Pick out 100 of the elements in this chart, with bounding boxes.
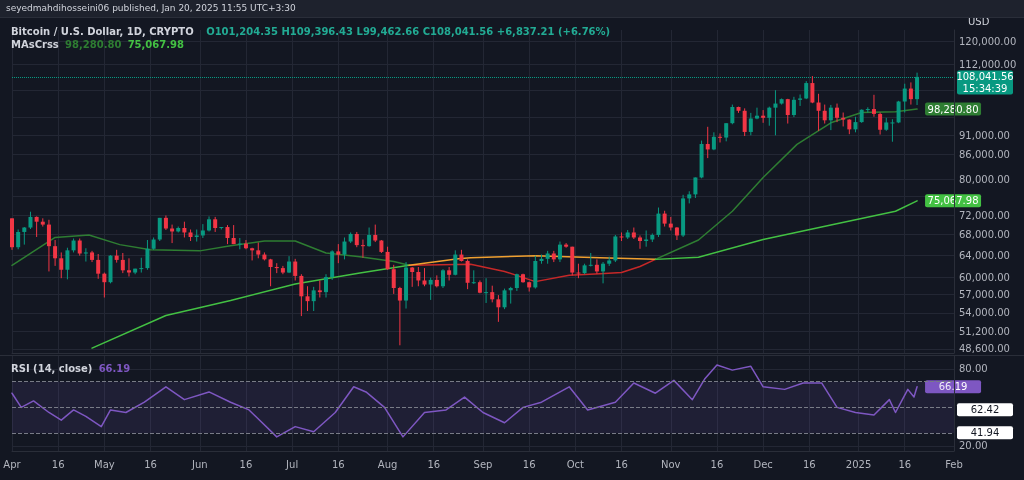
x-tick-label: 16 — [331, 458, 345, 470]
candlestick — [16, 228, 21, 250]
x-tick-label: May — [94, 458, 115, 470]
y-tick-label: 54,000.00 — [959, 307, 1010, 319]
candlestick — [293, 258, 298, 281]
x-tick-label: Nov — [661, 458, 681, 470]
x-tick-label: Jun — [190, 458, 208, 470]
candlestick — [360, 239, 365, 259]
line-series — [654, 200, 918, 261]
y-tick-label: 80,000.00 — [959, 173, 1010, 185]
line-series — [11, 364, 918, 438]
candlestick — [268, 258, 273, 287]
candlestick — [638, 234, 642, 250]
candlestick — [865, 106, 870, 114]
candlestick — [440, 268, 445, 289]
text: RSI (14, close) — [11, 363, 93, 374]
x-tick-label: 16 — [898, 458, 912, 470]
candlestick — [724, 122, 729, 142]
text: 98,280.80 — [65, 39, 122, 50]
text: 66.19 — [98, 363, 131, 374]
candlestick — [299, 273, 304, 317]
y-tick-label: 112,000.00 — [959, 59, 1017, 71]
x-tick-label: 16 — [51, 458, 65, 470]
x-tick-label: Sep — [473, 458, 493, 470]
candlestick — [397, 286, 402, 346]
x-tick-label: 16 — [427, 458, 441, 470]
candlestick — [804, 80, 809, 100]
x-tick-label: 16 — [802, 458, 816, 470]
y-tick-label: 60,000.00 — [959, 271, 1010, 283]
text: 75,067.98 — [127, 39, 184, 50]
candlestick — [761, 109, 766, 124]
candlestick — [767, 106, 772, 127]
x-tick-label: 16 — [522, 458, 536, 470]
candlestick — [120, 252, 125, 274]
candlestick — [705, 126, 710, 159]
x-tick-label: Oct — [566, 458, 585, 470]
candlestick — [416, 266, 421, 287]
candlestick — [53, 239, 58, 267]
x-tick-label: 16 — [144, 458, 157, 470]
y-tick-label: 91,000.00 — [959, 129, 1010, 141]
candlestick — [835, 103, 840, 123]
x-tick-label: Apr — [3, 458, 22, 470]
chart-subtitle: O101,204.35 H109,396.43 L99,462.66 C108,041.56 +6,837.21 (+6.76%) — [206, 26, 611, 37]
candlestick — [773, 89, 778, 136]
ref-line-label: 108,041.56 — [956, 71, 1014, 83]
candlestick — [890, 118, 895, 143]
candlestick — [96, 253, 101, 280]
candlestick — [557, 241, 562, 263]
candlestick — [250, 247, 255, 261]
candlestick — [871, 94, 876, 118]
candlestick — [748, 112, 753, 136]
x-tick-label: Dec — [753, 458, 773, 470]
y-tick-label: 68,000.00 — [959, 228, 1010, 240]
candlestick — [902, 83, 907, 114]
candlestick — [465, 258, 470, 290]
text: 62.42 — [970, 404, 1000, 416]
y-tick-label: 72,000.00 — [959, 209, 1010, 221]
candlestick — [785, 98, 790, 125]
candlestick — [83, 247, 88, 263]
candlestick — [798, 93, 803, 107]
candlestick — [822, 104, 827, 125]
candlestick — [588, 252, 593, 267]
candlestick — [139, 257, 144, 274]
candlestick — [791, 96, 796, 118]
x-tick-label: Feb — [945, 458, 963, 470]
candlestick — [742, 107, 747, 137]
x-tick-label: 16 — [239, 458, 253, 470]
candlestick — [367, 227, 372, 248]
candlestick — [324, 273, 328, 299]
text: 41.94 — [970, 427, 1000, 439]
legend-title: MAsCrss — [11, 39, 59, 50]
candlestick — [810, 75, 815, 104]
text: seyedmahdihosseini06 published, Jan 20, 2025 11:55 UTC+3:30 — [6, 3, 296, 13]
y-tick-label: 57,000.00 — [959, 289, 1010, 301]
candlestick — [502, 288, 507, 310]
candlestick — [447, 266, 452, 281]
candlestick — [336, 243, 341, 264]
candlestick — [730, 104, 735, 125]
candlestick — [422, 267, 427, 287]
chart-title: Bitcoin / U.S. Dollar, 1D, CRYPTO — [11, 26, 194, 37]
candlestick — [613, 234, 618, 263]
candlestick — [102, 272, 107, 299]
candlestick — [225, 224, 230, 245]
candlestick — [317, 279, 322, 299]
y-tick-label: 48,600.00 — [959, 343, 1010, 355]
candlestick — [311, 286, 316, 312]
x-tick-label: 16 — [710, 458, 724, 470]
candlestick — [46, 219, 51, 272]
line-series — [654, 108, 918, 261]
candlestick — [656, 207, 661, 238]
candlestick — [237, 237, 242, 250]
candlestick — [564, 242, 569, 249]
candlestick — [145, 239, 150, 271]
candlestick — [908, 81, 913, 106]
candlestick — [896, 100, 901, 124]
candlestick — [342, 236, 347, 260]
candlestick — [194, 228, 199, 243]
candlestick — [200, 223, 205, 239]
candlestick — [385, 246, 390, 271]
x-tick-label: 16 — [615, 458, 628, 470]
